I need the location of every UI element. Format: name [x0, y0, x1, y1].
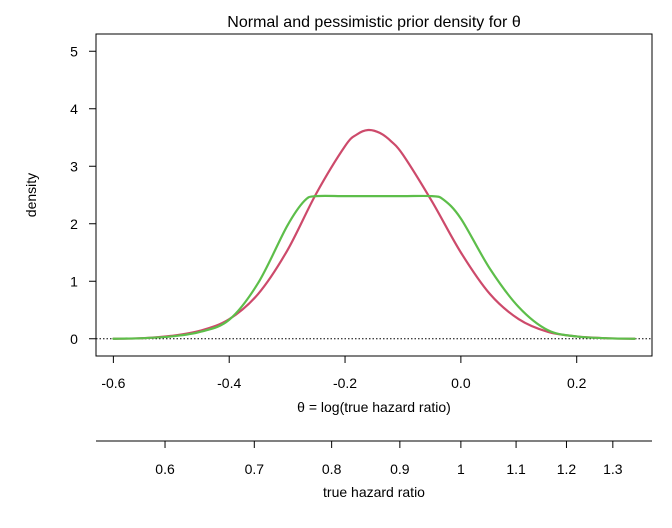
y-tick-label: 1	[70, 273, 78, 289]
x-tick-label: -0.6	[101, 375, 125, 391]
y-tick-label: 5	[70, 43, 78, 59]
series-layer	[112, 128, 636, 340]
y-tick-label: 2	[70, 216, 78, 232]
chart-title: Normal and pessimistic prior density for…	[227, 14, 521, 31]
secondary-x-tick-label: 1.1	[506, 461, 526, 477]
secondary-x-axis-label: true hazard ratio	[323, 484, 425, 500]
y-tick-label: 4	[70, 101, 78, 117]
x-tick-label: 0.0	[451, 375, 471, 391]
secondary-x-axis: 0.6 0.7 0.8 0.9 1 1.1 1.2 1.3	[96, 440, 652, 477]
x-tick-label: -0.2	[333, 375, 357, 391]
series-line-1	[112, 128, 636, 340]
secondary-x-tick-label: 0.8	[322, 461, 342, 477]
x-tick-label: -0.4	[217, 375, 241, 391]
y-axis: 0 1 2 3 4 5	[70, 43, 96, 347]
y-axis-label: density	[23, 173, 39, 217]
x-axis: -0.6 -0.4 -0.2 0.0 0.2	[101, 356, 587, 391]
secondary-x-tick-label: 1.2	[557, 461, 577, 477]
y-tick-label: 3	[70, 158, 78, 174]
series-line-2	[112, 194, 636, 340]
secondary-x-tick-label: 0.7	[245, 461, 265, 477]
secondary-x-tick-label: 0.9	[390, 461, 410, 477]
plot-frame	[95, 33, 653, 357]
x-axis-label: θ = log(true hazard ratio)	[297, 399, 451, 415]
x-tick-label: 0.2	[567, 375, 587, 391]
secondary-x-tick-label: 0.6	[155, 461, 175, 477]
y-tick-label: 0	[70, 331, 78, 347]
secondary-x-tick-label: 1	[457, 461, 465, 477]
secondary-x-tick-label: 1.3	[603, 461, 623, 477]
